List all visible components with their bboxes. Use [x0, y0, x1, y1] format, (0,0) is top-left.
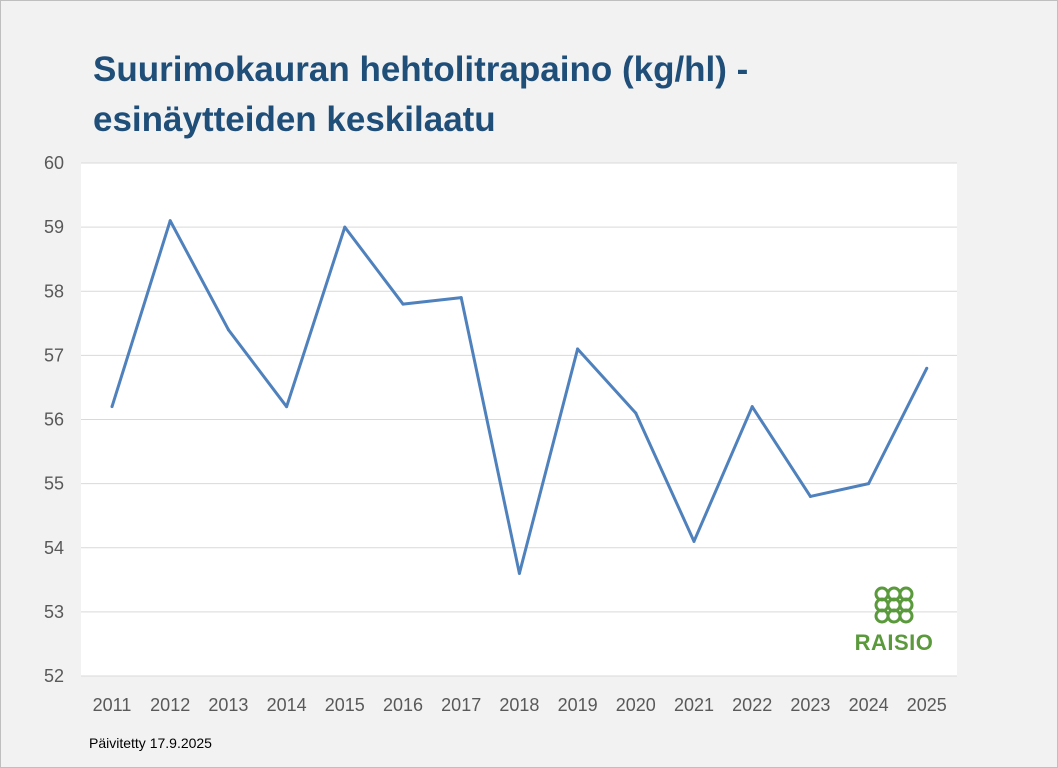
x-tick-label: 2024 — [849, 695, 889, 715]
y-tick-label: 54 — [44, 538, 64, 558]
data-point — [576, 347, 580, 351]
data-point — [750, 405, 754, 409]
data-point — [226, 328, 230, 332]
y-tick-label: 55 — [44, 474, 64, 494]
chart-title-line1: Suurimokauran hehtolitrapaino (kg/hl) - — [93, 50, 749, 89]
x-tick-label: 2019 — [558, 695, 598, 715]
x-tick-label: 2022 — [732, 695, 772, 715]
x-axis-ticks: 2011 2012 2013 2014 2015 2016 2017 2018 2019 2020… — [93, 695, 947, 715]
data-point — [867, 482, 871, 486]
series-group — [110, 219, 929, 575]
data-point — [343, 225, 347, 229]
data-point — [692, 539, 696, 543]
raisio-logo-text: RAISIO — [854, 630, 934, 655]
x-tick-label: 2021 — [674, 695, 714, 715]
x-tick-label: 2023 — [790, 695, 830, 715]
y-tick-label: 56 — [44, 410, 64, 430]
x-tick-label: 2016 — [383, 695, 423, 715]
updated-note: Päivitetty 17.9.2025 — [89, 735, 212, 751]
y-tick-label: 59 — [44, 217, 64, 237]
x-tick-label: 2014 — [267, 695, 307, 715]
data-point — [110, 405, 114, 409]
y-tick-label: 58 — [44, 281, 64, 301]
chart-title-line2: esinäytteiden keskilaatu — [93, 100, 496, 139]
data-point — [634, 411, 638, 415]
data-point — [168, 219, 172, 223]
data-point — [925, 366, 929, 370]
y-tick-label: 52 — [44, 666, 64, 686]
data-point — [808, 494, 812, 498]
y-axis-ticks: 52 53 54 55 56 57 58 59 60 — [44, 153, 64, 686]
x-tick-label: 2012 — [150, 695, 190, 715]
data-point — [459, 296, 463, 300]
gridlines — [81, 162, 957, 677]
data-point — [401, 302, 405, 306]
data-point — [285, 405, 289, 409]
raisio-logo-icon — [874, 586, 914, 624]
x-tick-label: 2011 — [93, 695, 132, 715]
raisio-logo: RAISIO — [849, 583, 939, 659]
y-tick-label: 60 — [44, 153, 64, 173]
y-tick-label: 53 — [44, 602, 64, 622]
chart-title: Suurimokauran hehtolitrapaino (kg/hl) - … — [93, 45, 748, 145]
x-tick-label: 2017 — [441, 695, 481, 715]
y-tick-label: 57 — [44, 345, 64, 365]
x-tick-label: 2020 — [616, 695, 656, 715]
x-tick-label: 2015 — [325, 695, 365, 715]
x-tick-label: 2013 — [208, 695, 248, 715]
data-point — [517, 571, 521, 575]
x-tick-label: 2025 — [907, 695, 947, 715]
x-tick-label: 2018 — [499, 695, 539, 715]
